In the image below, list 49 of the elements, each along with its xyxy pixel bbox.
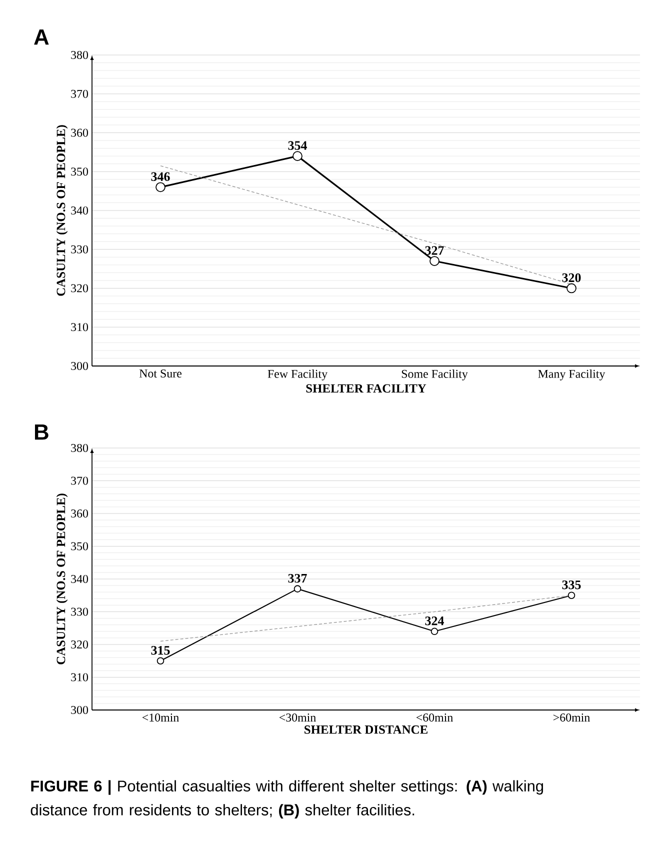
text: FIGURE 6 | Potential casualties with different shelter settings: (A) walking distance from residents to shelters; (B) shelter facilities. bbox=[30, 780, 544, 818]
y-tick-label: 380 bbox=[71, 50, 88, 60]
y-tick-label: 320 bbox=[71, 284, 88, 292]
y-tick-label: 370 bbox=[71, 90, 88, 98]
y-tick-label: 360 bbox=[71, 128, 88, 137]
y-tick-label: 380 bbox=[71, 444, 88, 452]
x-tick-label: Many Facility bbox=[538, 370, 606, 380]
y-tick-label: 320 bbox=[71, 640, 88, 649]
x-tick-label: >60min bbox=[553, 714, 590, 722]
y-tick-label: 310 bbox=[71, 673, 88, 682]
point bbox=[156, 182, 166, 192]
y-tick-label: 370 bbox=[71, 476, 88, 485]
point bbox=[292, 151, 302, 162]
y-tick-label: 340 bbox=[71, 574, 88, 584]
y-tick-label: 300 bbox=[71, 362, 88, 370]
point bbox=[566, 283, 576, 294]
x-tick-label: Not Sure bbox=[139, 370, 182, 378]
y-tick-label: 350 bbox=[71, 542, 88, 550]
x-tick-label: <10min bbox=[142, 714, 179, 722]
data-label: 320 bbox=[562, 273, 581, 282]
point bbox=[430, 628, 438, 636]
y-tick-label: 330 bbox=[71, 245, 88, 254]
y-tick-label: 300 bbox=[71, 706, 88, 714]
data-label: 346 bbox=[151, 172, 170, 181]
point bbox=[430, 256, 440, 266]
data-label: 324 bbox=[425, 616, 444, 626]
y-tick-label: 310 bbox=[71, 323, 88, 332]
x-tick-label: Some Facility bbox=[402, 370, 468, 380]
data-label: 327 bbox=[425, 246, 444, 255]
y-axis-title: CASULTY (NO.S OF PEOPLE) bbox=[56, 125, 68, 296]
x-tick-label: Few Facility bbox=[268, 370, 328, 380]
y-tick-label: 350 bbox=[71, 168, 88, 176]
point bbox=[156, 657, 164, 665]
data-label: 335 bbox=[562, 580, 581, 590]
x-tick-label: <30min bbox=[279, 714, 316, 722]
y-axis-title: CASULTY (NO.S OF PEOPLE) bbox=[56, 494, 68, 664]
x-axis-title: SHELTER FACILITY bbox=[306, 384, 426, 393]
chart-title: A bbox=[34, 30, 49, 45]
y-tick-label: 340 bbox=[71, 206, 88, 215]
point bbox=[568, 592, 576, 600]
x-tick-label: <60min bbox=[416, 714, 453, 722]
data-label: 337 bbox=[288, 574, 307, 583]
data-label: 354 bbox=[288, 141, 307, 150]
y-tick-label: 360 bbox=[71, 509, 88, 518]
x-axis-title: SHELTER DISTANCE bbox=[304, 725, 428, 734]
y-tick-label: 330 bbox=[71, 608, 88, 616]
point bbox=[294, 585, 302, 592]
chart-title: B bbox=[34, 424, 48, 440]
data-label: 315 bbox=[151, 646, 170, 655]
